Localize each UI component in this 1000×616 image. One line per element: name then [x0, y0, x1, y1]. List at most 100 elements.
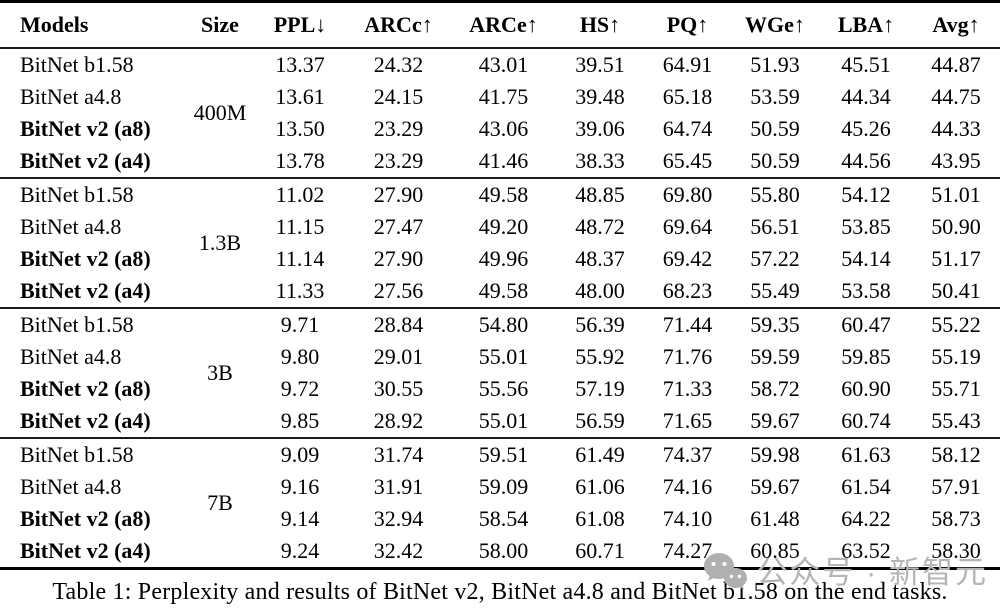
metric-value-cell: 59.09	[478, 474, 529, 499]
size-group-400M: BitNet b1.58 400M 13.37 24.32 43.01 39.51 64.9…	[0, 48, 1000, 178]
metric-value-cell: 48.85	[555, 177, 645, 211]
metric-value-cell: 9.85	[280, 408, 320, 433]
metric-value-cell: 13.78	[275, 148, 325, 173]
metric-value-cell: 60.47	[820, 307, 912, 341]
size-group-1.3B: BitNet b1.58 1.3B 11.02 27.90 49.58 48.85 69.8…	[0, 177, 1000, 308]
metric-value-cell: 23.29	[373, 116, 424, 141]
table-row: BitNet v2 (a4) 11.33 27.56 49.58 48.00 68.23 5…	[0, 275, 1000, 308]
metric-value-cell: 63.52	[841, 538, 891, 563]
metric-value-cell: 54.12	[820, 177, 912, 211]
size-cell: 400M	[193, 100, 247, 125]
metric-value-cell: 44.56	[841, 148, 891, 173]
metric-value-cell: 61.49	[555, 437, 645, 471]
table-row: BitNet a4.8 13.61 24.15 41.75 39.48 65.18 53.5…	[0, 81, 1000, 113]
metric-value-cell: 55.49	[750, 278, 800, 303]
metric-value-cell: 9.16	[280, 474, 320, 499]
metric-value-cell: 9.80	[280, 344, 320, 369]
table-row: BitNet b1.58 400M 13.37 24.32 43.01 39.51 64.9…	[0, 48, 1000, 125]
metric-value-cell: 39.51	[575, 52, 625, 77]
model-name-cell: BitNet b1.58	[0, 437, 185, 471]
metric-value-cell: 28.84	[345, 307, 452, 341]
metric-value-cell: 50.41	[931, 278, 981, 303]
metric-value-cell: 74.27	[662, 538, 713, 563]
metric-value-cell: 27.56	[373, 278, 424, 303]
metric-value-cell: 9.14	[280, 506, 320, 531]
metric-value-cell: 54.14	[841, 246, 891, 271]
model-name-cell: BitNet v2 (a4)	[20, 538, 151, 563]
metric-value-cell: 9.09	[255, 437, 345, 471]
metric-value-cell: 58.12	[912, 437, 1000, 471]
metric-value-cell: 39.06	[575, 116, 625, 141]
metric-value-cell: 71.65	[662, 408, 713, 433]
table-row: BitNet v2 (a4) 9.24 32.42 58.00 60.71 74.27 60…	[0, 535, 1000, 569]
metric-value-cell: 45.51	[841, 52, 891, 77]
col-header-wge: WGe↑	[730, 1, 820, 49]
metric-value-cell: 55.19	[931, 344, 981, 369]
metric-value-cell: 57.91	[931, 474, 981, 499]
metric-value-cell: 50.59	[750, 148, 800, 173]
metric-value-cell: 58.72	[750, 376, 800, 401]
model-name-cell: BitNet a4.8	[20, 344, 122, 369]
metric-value-cell: 27.90	[373, 246, 424, 271]
metric-value-cell: 31.91	[373, 474, 424, 499]
table-row: BitNet v2 (a4) 9.85 28.92 55.01 56.59 71.65 59…	[0, 405, 1000, 438]
metric-value-cell: 41.75	[478, 84, 529, 109]
metric-value-cell: 69.64	[662, 214, 713, 239]
metric-value-cell: 49.20	[478, 214, 529, 239]
caption-row: Table 1: Perplexity and results of BitNe…	[0, 568, 1000, 616]
model-name-cell: BitNet v2 (a8)	[20, 246, 151, 271]
size-cell: 3B	[185, 307, 255, 438]
metric-value-cell: 59.35	[730, 307, 820, 341]
metric-value-cell: 61.63	[820, 437, 912, 471]
metric-value-cell: 13.61	[275, 84, 325, 109]
model-name-cell: BitNet v2 (a4)	[20, 148, 151, 173]
metric-value-cell: 9.72	[280, 376, 320, 401]
metric-value-cell: 69.42	[662, 246, 713, 271]
size-cell: 7B	[185, 437, 255, 569]
metric-value-cell: 64.74	[662, 116, 713, 141]
table-row: BitNet v2 (a8) 13.50 23.29 43.06 39.06 64.74 5…	[0, 113, 1000, 145]
metric-value-cell: 50.90	[931, 214, 981, 239]
model-name-cell: BitNet v2 (a4)	[20, 408, 151, 433]
metric-value-cell: 27.47	[373, 214, 424, 239]
model-name-cell: BitNet b1.58	[0, 177, 185, 211]
col-header-ppl: PPL↓	[255, 1, 345, 49]
metric-value-cell: 43.95	[931, 148, 981, 173]
model-name-cell: BitNet b1.58	[0, 307, 185, 341]
metric-value-cell: 53.59	[750, 84, 800, 109]
metric-value-cell: 60.90	[841, 376, 891, 401]
metric-value-cell: 55.01	[478, 344, 529, 369]
metric-value-cell: 55.56	[478, 376, 529, 401]
metric-value-cell: 59.51	[452, 437, 555, 471]
metric-value-cell: 53.58	[841, 278, 891, 303]
metric-value-cell: 56.59	[575, 408, 625, 433]
metric-value-cell: 58.73	[931, 506, 981, 531]
table-row: BitNet v2 (a8) 11.14 27.90 49.96 48.37 69.42 5…	[0, 243, 1000, 275]
table-row: BitNet v2 (a8) 9.72 30.55 55.56 57.19 71.33 58…	[0, 373, 1000, 405]
metric-value-cell: 56.39	[555, 307, 645, 341]
metric-value-cell: 43.06	[478, 116, 529, 141]
model-name-cell: BitNet a4.8	[20, 474, 122, 499]
metric-value-cell: 65.45	[662, 148, 713, 173]
metric-value-cell: 59.85	[841, 344, 891, 369]
metric-value-cell: 55.01	[478, 408, 529, 433]
metric-value-cell: 74.10	[662, 506, 713, 531]
size-cell: 1.3B	[185, 177, 255, 308]
metric-value-cell: 11.15	[275, 214, 325, 239]
table-header-row: Models Size PPL↓ ARCc↑ ARCe↑ HS↑ PQ↑ WGe…	[0, 1, 1000, 49]
metric-value-cell: 64.91	[662, 52, 713, 77]
metric-value-cell: 48.37	[575, 246, 625, 271]
table-row: BitNet a4.8 9.80 29.01 55.01 55.92 71.76 59.59…	[0, 341, 1000, 373]
metric-value-cell: 61.48	[750, 506, 800, 531]
metric-value-cell: 53.85	[841, 214, 891, 239]
metric-value-cell: 71.33	[662, 376, 713, 401]
metric-value-cell: 60.71	[575, 538, 625, 563]
metric-value-cell: 44.33	[931, 116, 981, 141]
col-header-hs: HS↑	[555, 1, 645, 49]
col-header-arcc: ARCc↑	[345, 1, 452, 49]
metric-value-cell: 57.22	[750, 246, 800, 271]
size-group-7B: BitNet b1.58 7B 9.09 31.74 59.51 61.49 74.37 59…	[0, 437, 1000, 569]
metric-value-cell: 48.00	[575, 278, 625, 303]
table-row: BitNet b1.58 1.3B 11.02 27.90 49.58 48.85 69.8…	[0, 177, 1000, 308]
metric-value-cell: 55.43	[931, 408, 981, 433]
